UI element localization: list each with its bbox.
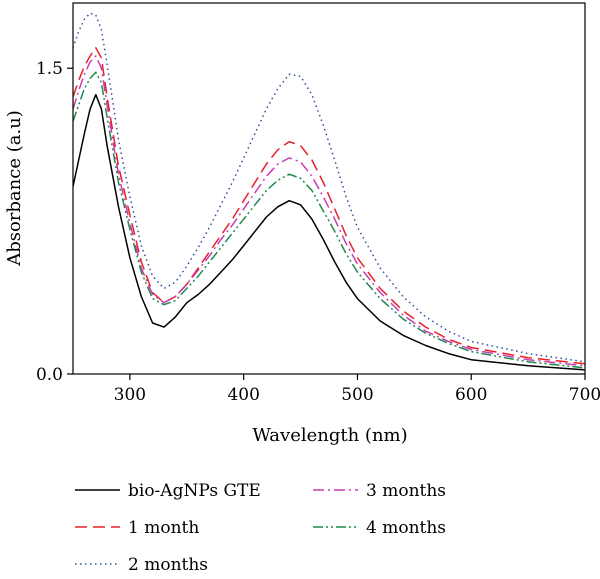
legend-label: 3 months xyxy=(366,481,446,501)
legend-label: bio-AgNPs GTE xyxy=(128,481,261,501)
y-tick-label: 1.5 xyxy=(36,59,63,79)
legend-label: 2 months xyxy=(128,555,208,575)
axis-ticks: 300 400 500 600 700 0.0 1.5 xyxy=(36,59,600,405)
legend-label: 1 month xyxy=(128,518,199,538)
y-axis-title: Absorbance (a.u) xyxy=(4,110,25,267)
x-axis-title: Wavelength (nm) xyxy=(252,425,407,446)
plot-area xyxy=(73,12,585,371)
legend-label: 4 months xyxy=(366,518,446,538)
x-tick-label: 300 xyxy=(114,385,146,405)
legend: bio-AgNPs GTE 1 month 2 months 3 months 4 mo… xyxy=(75,481,446,575)
x-tick-label: 600 xyxy=(455,385,487,405)
x-tick-label: 400 xyxy=(227,385,259,405)
series-line-4 xyxy=(73,55,585,367)
plot-frame xyxy=(72,2,586,375)
series-line-3 xyxy=(73,12,585,363)
series-line-2 xyxy=(73,47,585,365)
y-tick-label: 0.0 xyxy=(36,365,63,385)
x-tick-label: 700 xyxy=(569,385,600,405)
series-line-1 xyxy=(73,93,585,371)
x-tick-label: 500 xyxy=(341,385,373,405)
series-line-5 xyxy=(73,71,585,369)
